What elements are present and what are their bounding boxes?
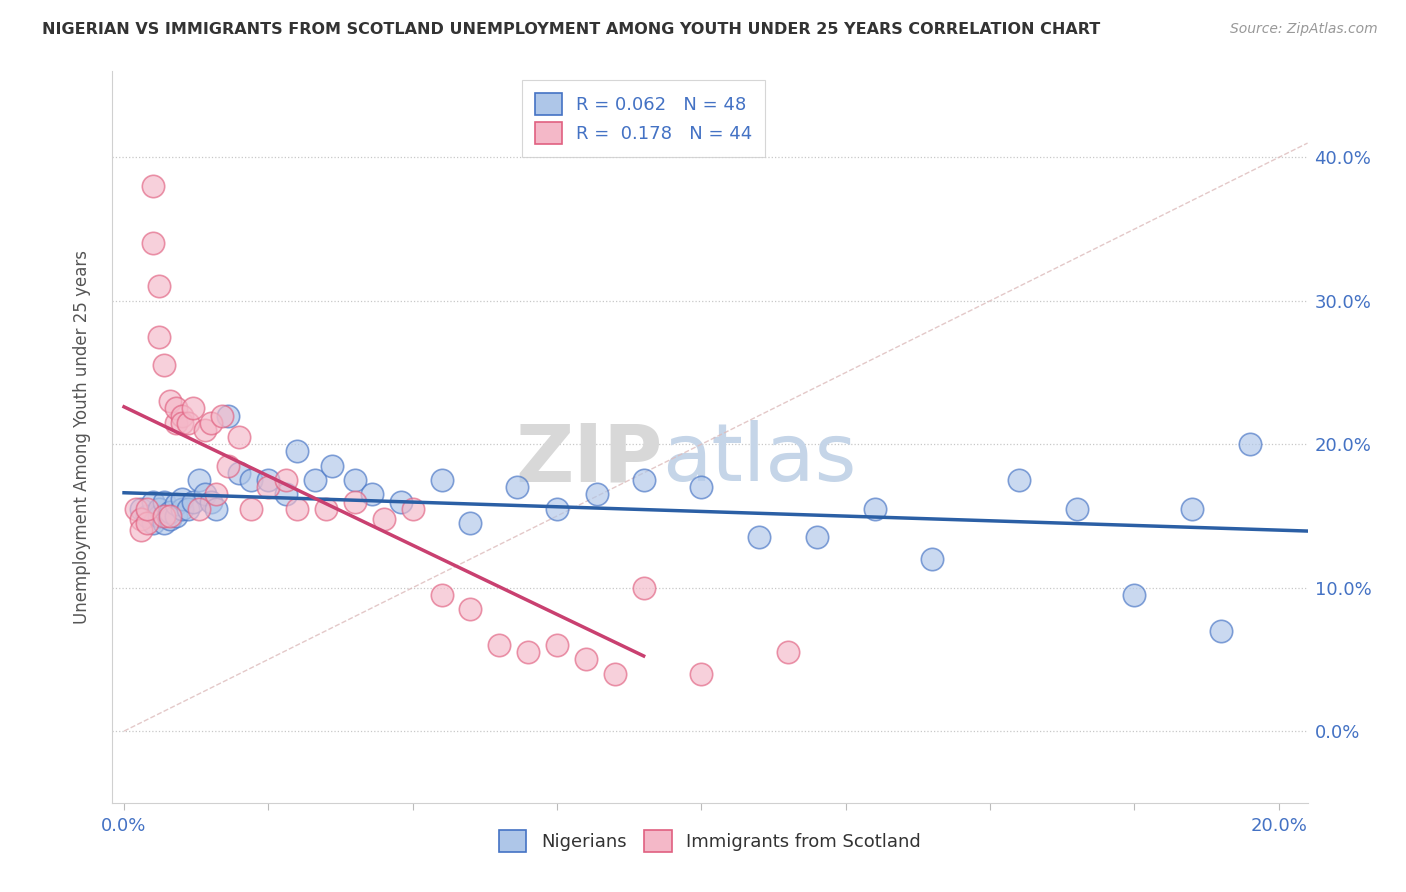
Point [188,473,211,487]
Point [586,487,609,501]
Point [304,473,326,487]
Point [148,508,170,523]
Point [343,473,366,487]
Point [170,409,193,423]
Legend: Nigerians, Immigrants from Scotland: Nigerians, Immigrants from Scotland [492,823,928,860]
Point [217,409,239,423]
Point [228,430,250,444]
Point [124,501,146,516]
Point [343,494,366,508]
Point [176,416,198,430]
Point [170,501,193,516]
Point [205,501,228,516]
Point [863,501,886,516]
Point [240,473,263,487]
Point [430,473,453,487]
Point [517,645,540,659]
Point [1066,501,1088,516]
Point [194,487,217,501]
Point [257,473,280,487]
Point [131,524,153,538]
Point [176,501,198,516]
Point [181,401,204,416]
Point [488,638,510,652]
Point [200,416,222,430]
Text: Source: ZipAtlas.com: Source: ZipAtlas.com [1230,22,1378,37]
Point [1123,588,1146,602]
Point [205,487,228,501]
Point [159,394,181,409]
Point [274,487,297,501]
Point [315,501,337,516]
Point [142,236,165,251]
Point [285,444,308,458]
Point [633,581,655,595]
Point [460,516,482,530]
Point [389,494,412,508]
Point [159,508,181,523]
Point [136,501,159,516]
Point [136,516,159,530]
Y-axis label: Unemployment Among Youth under 25 years: Unemployment Among Youth under 25 years [73,250,91,624]
Point [136,508,159,523]
Point [148,329,170,343]
Point [142,516,165,530]
Point [402,501,425,516]
Point [690,480,713,494]
Point [159,512,181,526]
Point [131,512,153,526]
Point [217,458,239,473]
Point [153,359,176,373]
Point [148,501,170,516]
Point [430,588,453,602]
Point [181,494,204,508]
Point [165,401,187,416]
Point [170,491,193,506]
Point [373,512,395,526]
Point [165,508,187,523]
Point [153,508,176,523]
Point [188,501,211,516]
Point [194,423,217,437]
Point [142,179,165,194]
Point [460,602,482,616]
Point [285,501,308,516]
Point [148,279,170,293]
Point [159,505,181,519]
Text: atlas: atlas [662,420,856,498]
Point [321,458,343,473]
Text: NIGERIAN VS IMMIGRANTS FROM SCOTLAND UNEMPLOYMENT AMONG YOUTH UNDER 25 YEARS COR: NIGERIAN VS IMMIGRANTS FROM SCOTLAND UNE… [42,22,1101,37]
Point [546,638,568,652]
Point [603,666,626,681]
Point [153,494,176,508]
Point [690,666,713,681]
Point [1239,437,1261,451]
Point [575,652,598,666]
Point [153,516,176,530]
Point [505,480,527,494]
Point [165,498,187,512]
Point [257,480,280,494]
Point [131,501,153,516]
Point [1209,624,1232,638]
Point [361,487,384,501]
Point [170,416,193,430]
Text: ZIP: ZIP [515,420,662,498]
Point [1181,501,1204,516]
Point [274,473,297,487]
Point [142,494,165,508]
Point [165,416,187,430]
Point [776,645,799,659]
Point [228,466,250,480]
Point [240,501,263,516]
Point [1008,473,1031,487]
Point [748,531,770,545]
Point [200,494,222,508]
Point [211,409,233,423]
Point [806,531,828,545]
Point [921,552,943,566]
Point [546,501,568,516]
Point [633,473,655,487]
